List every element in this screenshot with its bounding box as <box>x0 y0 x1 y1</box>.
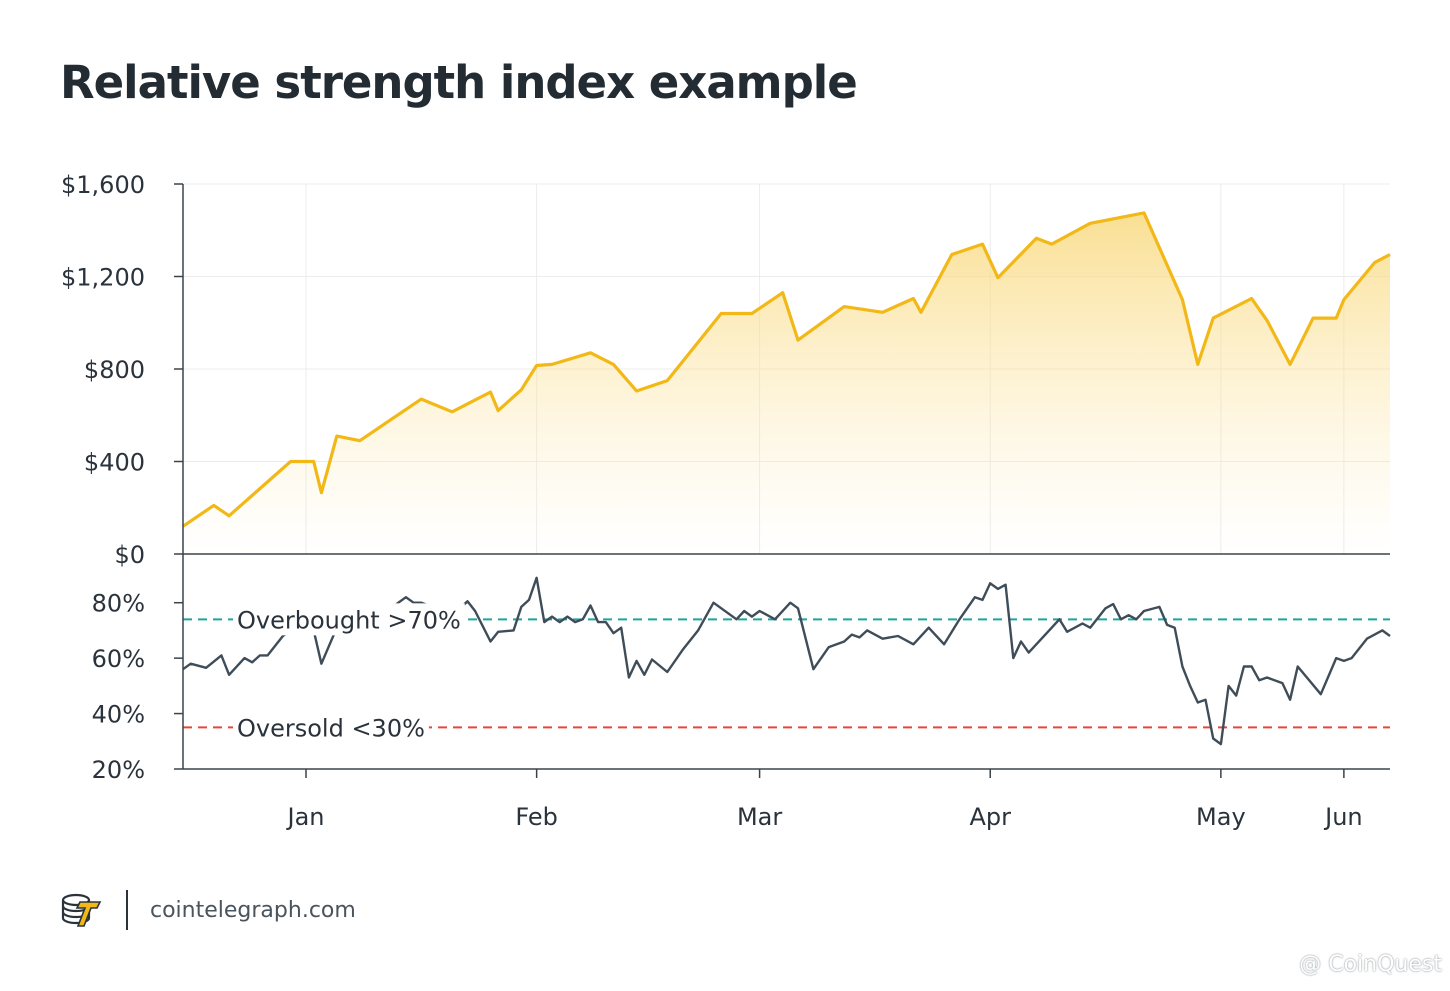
price-panel <box>182 211 1391 554</box>
x-tick-label: Feb <box>515 803 558 831</box>
rsi-y-tick-label: 40% <box>92 701 145 729</box>
chart-title: Relative strength index example <box>60 56 858 109</box>
rsi-panel: Overbought >70% Oversold <30% <box>182 576 1391 746</box>
x-tick-label: Jun <box>1323 803 1363 831</box>
price-y-tick-label: $0 <box>114 541 145 569</box>
price-line <box>182 211 1391 528</box>
watermark: @ CoinQuest <box>1299 952 1442 977</box>
axes <box>174 183 1390 778</box>
rsi-y-tick-label: 20% <box>92 756 145 784</box>
cointelegraph-logo-icon <box>61 893 102 927</box>
price-y-tick-label: $400 <box>84 449 145 477</box>
tick-labels: $0 $400 $800 $1,200 $1,600 20% 40% 60% 80% Jan Feb… <box>61 171 1363 831</box>
overbought-label: Overbought >70% <box>237 606 461 634</box>
rsi-y-tick-label: 60% <box>92 645 145 673</box>
price-y-tick-label: $800 <box>84 356 145 384</box>
footer-separator <box>126 890 128 930</box>
x-tick-label: Jan <box>286 803 325 831</box>
footer: cointelegraph.com <box>60 886 356 934</box>
rsi-chart: Overbought >70%Oversold <30% $0$400$800$… <box>61 171 1391 831</box>
rsi-y-tick-label: 80% <box>92 590 145 618</box>
price-area-fill <box>183 212 1390 554</box>
overbought-label-background <box>233 603 465 636</box>
x-tick-label: Mar <box>737 803 782 831</box>
price-y-tick-label: $1,600 <box>61 171 145 199</box>
footer-site-link[interactable]: cointelegraph.com <box>150 897 356 923</box>
x-tick-label: Apr <box>969 803 1011 831</box>
oversold-label-background <box>233 711 429 744</box>
oversold-label: Oversold <30% <box>237 714 425 742</box>
price-y-tick-label: $1,200 <box>61 264 145 292</box>
x-tick-label: May <box>1196 803 1246 831</box>
